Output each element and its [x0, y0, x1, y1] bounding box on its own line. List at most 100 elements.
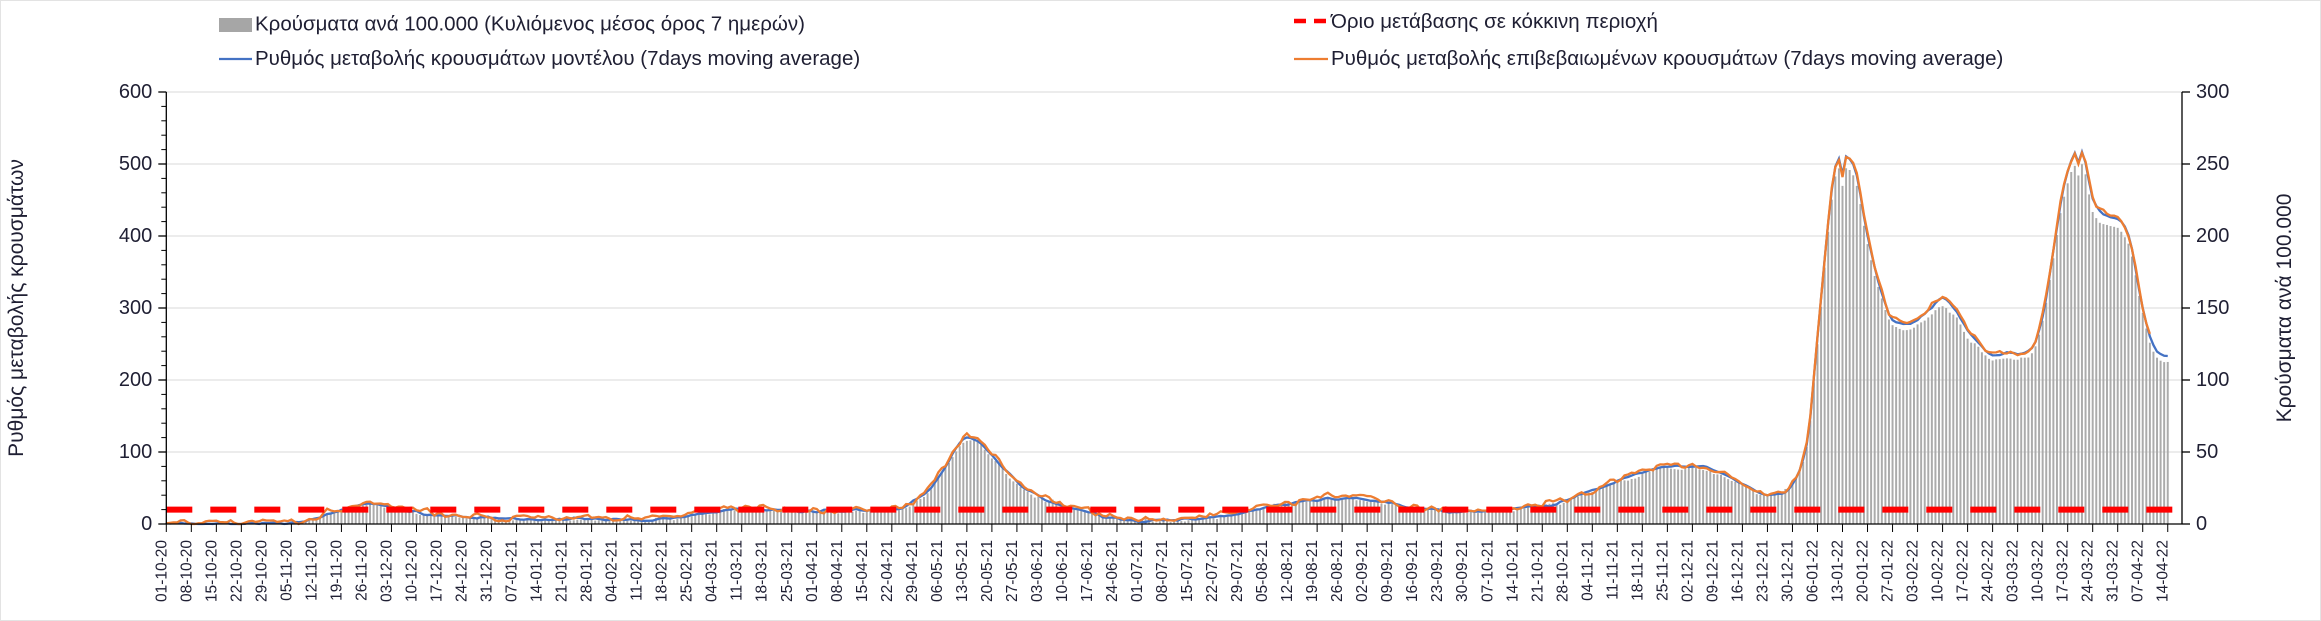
svg-text:06-05-21: 06-05-21	[929, 540, 946, 602]
svg-text:10-06-21: 10-06-21	[1054, 540, 1071, 602]
svg-text:04-11-21: 04-11-21	[1579, 540, 1596, 601]
svg-text:21-01-21: 21-01-21	[554, 540, 571, 602]
svg-text:22-10-20: 22-10-20	[228, 540, 245, 602]
svg-text:22-07-21: 22-07-21	[1204, 540, 1221, 602]
svg-text:100: 100	[119, 441, 152, 463]
svg-text:24-06-21: 24-06-21	[1104, 540, 1121, 602]
svg-text:26-11-20: 26-11-20	[353, 540, 370, 601]
svg-text:0: 0	[2196, 513, 2207, 535]
svg-text:24-03-22: 24-03-22	[2080, 540, 2097, 602]
svg-text:17-12-20: 17-12-20	[429, 540, 446, 602]
svg-text:23-12-21: 23-12-21	[1754, 540, 1771, 602]
svg-text:05-11-20: 05-11-20	[278, 540, 295, 601]
svg-text:30-12-21: 30-12-21	[1779, 540, 1796, 602]
svg-text:25-11-21: 25-11-21	[1654, 540, 1671, 601]
svg-text:09-12-21: 09-12-21	[1704, 540, 1721, 602]
svg-text:13-01-22: 13-01-22	[1830, 540, 1847, 602]
svg-text:28-01-21: 28-01-21	[579, 540, 596, 602]
svg-text:31-03-22: 31-03-22	[2105, 540, 2122, 602]
svg-text:200: 200	[119, 369, 152, 391]
svg-text:0: 0	[141, 513, 152, 535]
svg-text:18-11-21: 18-11-21	[1629, 540, 1646, 601]
svg-text:50: 50	[2196, 441, 2218, 463]
svg-text:250: 250	[2196, 153, 2229, 175]
svg-text:14-04-22: 14-04-22	[2155, 540, 2172, 602]
svg-text:01-10-20: 01-10-20	[153, 540, 170, 602]
svg-text:13-05-21: 13-05-21	[954, 540, 971, 602]
svg-text:03-06-21: 03-06-21	[1029, 540, 1046, 602]
svg-text:20-05-21: 20-05-21	[979, 540, 996, 602]
svg-text:12-11-20: 12-11-20	[303, 540, 320, 601]
svg-text:24-02-22: 24-02-22	[1980, 540, 1997, 602]
svg-text:08-04-21: 08-04-21	[829, 540, 846, 602]
svg-text:27-01-22: 27-01-22	[1880, 540, 1897, 602]
svg-text:04-03-21: 04-03-21	[704, 540, 721, 602]
svg-text:19-08-21: 19-08-21	[1304, 540, 1321, 602]
svg-text:27-05-21: 27-05-21	[1004, 540, 1021, 602]
svg-text:19-11-20: 19-11-20	[328, 540, 345, 601]
svg-text:21-10-21: 21-10-21	[1529, 540, 1546, 602]
svg-text:06-01-22: 06-01-22	[1804, 540, 1821, 602]
svg-text:600: 600	[119, 81, 152, 103]
svg-text:07-01-21: 07-01-21	[504, 540, 521, 602]
svg-text:16-09-21: 16-09-21	[1404, 540, 1421, 602]
svg-text:28-10-21: 28-10-21	[1554, 540, 1571, 602]
svg-text:08-10-20: 08-10-20	[178, 540, 195, 602]
svg-text:01-07-21: 01-07-21	[1129, 540, 1146, 602]
svg-text:15-07-21: 15-07-21	[1179, 540, 1196, 602]
svg-text:10-03-22: 10-03-22	[2030, 540, 2047, 602]
svg-text:11-03-21: 11-03-21	[729, 540, 746, 601]
svg-text:10-12-20: 10-12-20	[403, 540, 420, 602]
svg-text:Ρυθμός μεταβολής επιβεβαιωμένω: Ρυθμός μεταβολής επιβεβαιωμένων κρουσμάτ…	[1331, 47, 2003, 70]
svg-text:03-02-22: 03-02-22	[1905, 540, 1922, 602]
svg-text:03-03-22: 03-03-22	[2005, 540, 2022, 602]
svg-text:05-08-21: 05-08-21	[1254, 540, 1271, 602]
svg-text:18-03-21: 18-03-21	[754, 540, 771, 602]
svg-text:Ρυθμός μεταβολής κρουσμάτων: Ρυθμός μεταβολής κρουσμάτων	[5, 159, 28, 457]
svg-text:11-11-21: 11-11-21	[1604, 540, 1621, 600]
svg-text:25-03-21: 25-03-21	[779, 540, 796, 602]
svg-text:17-06-21: 17-06-21	[1079, 540, 1096, 602]
svg-text:14-01-21: 14-01-21	[529, 540, 546, 602]
svg-text:Κρούσματα ανά 100.000: Κρούσματα ανά 100.000	[2273, 194, 2296, 423]
svg-text:02-12-21: 02-12-21	[1679, 540, 1696, 602]
svg-text:150: 150	[2196, 297, 2229, 319]
svg-text:25-02-21: 25-02-21	[679, 540, 696, 602]
svg-text:29-10-20: 29-10-20	[253, 540, 270, 602]
svg-text:24-12-20: 24-12-20	[454, 540, 471, 602]
svg-text:Όριο μετάβασης σε κόκκινη περι: Όριο μετάβασης σε κόκκινη περιοχή	[1330, 10, 1658, 33]
svg-text:15-04-21: 15-04-21	[854, 540, 871, 602]
svg-text:300: 300	[119, 297, 152, 319]
svg-text:31-12-20: 31-12-20	[479, 540, 496, 602]
svg-text:12-08-21: 12-08-21	[1279, 540, 1296, 602]
svg-text:17-03-22: 17-03-22	[2055, 540, 2072, 602]
svg-text:Ρυθμός μεταβολής κρουσμάτων μο: Ρυθμός μεταβολής κρουσμάτων μοντέλου (7d…	[255, 47, 860, 70]
svg-text:08-07-21: 08-07-21	[1154, 540, 1171, 602]
svg-text:22-04-21: 22-04-21	[879, 540, 896, 602]
svg-text:200: 200	[2196, 225, 2229, 247]
svg-text:11-02-21: 11-02-21	[629, 540, 646, 601]
svg-text:29-07-21: 29-07-21	[1229, 540, 1246, 602]
svg-text:02-09-21: 02-09-21	[1354, 540, 1371, 602]
svg-text:500: 500	[119, 153, 152, 175]
svg-text:07-10-21: 07-10-21	[1479, 540, 1496, 602]
svg-text:26-08-21: 26-08-21	[1329, 540, 1346, 602]
svg-text:03-12-20: 03-12-20	[378, 540, 395, 602]
svg-text:30-09-21: 30-09-21	[1454, 540, 1471, 602]
svg-text:29-04-21: 29-04-21	[904, 540, 921, 602]
svg-text:300: 300	[2196, 81, 2229, 103]
svg-text:23-09-21: 23-09-21	[1429, 540, 1446, 602]
svg-text:16-12-21: 16-12-21	[1729, 540, 1746, 602]
svg-text:10-02-22: 10-02-22	[1930, 540, 1947, 602]
svg-text:09-09-21: 09-09-21	[1379, 540, 1396, 602]
svg-text:Κρούσματα ανά 100.000 (Κυλιόμε: Κρούσματα ανά 100.000 (Κυλιόμενος μέσος …	[255, 13, 805, 36]
svg-text:14-10-21: 14-10-21	[1504, 540, 1521, 602]
svg-text:20-01-22: 20-01-22	[1855, 540, 1872, 602]
svg-text:17-02-22: 17-02-22	[1955, 540, 1972, 602]
svg-text:18-02-21: 18-02-21	[654, 540, 671, 602]
svg-text:04-02-21: 04-02-21	[604, 540, 621, 602]
svg-text:400: 400	[119, 225, 152, 247]
svg-text:07-04-22: 07-04-22	[2130, 540, 2147, 602]
svg-text:100: 100	[2196, 369, 2229, 391]
svg-text:15-10-20: 15-10-20	[203, 540, 220, 602]
